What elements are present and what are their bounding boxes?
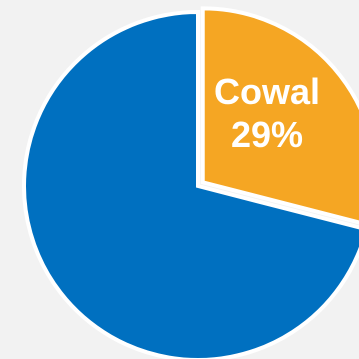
pie-labels: Cowal 29% xyxy=(214,71,320,155)
slice-label-cowal-name: Cowal xyxy=(214,71,320,112)
pie-slice-other xyxy=(22,9,359,359)
pie-slice-cowal xyxy=(200,6,359,225)
pie-slices xyxy=(22,6,359,359)
slice-label-cowal-percent: 29% xyxy=(231,114,303,155)
